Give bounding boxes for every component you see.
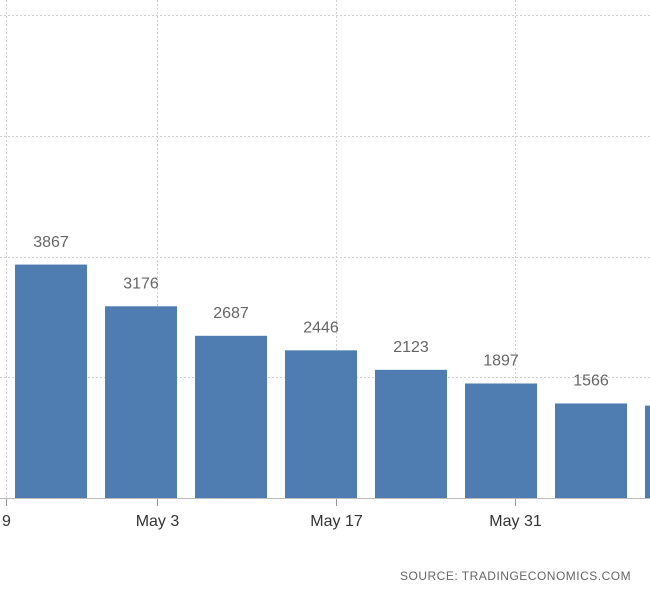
value-label: 2687 bbox=[213, 305, 249, 322]
bar bbox=[645, 405, 650, 498]
bar bbox=[285, 350, 357, 498]
bar bbox=[105, 306, 177, 498]
x-tick-label: May 31 bbox=[489, 513, 542, 530]
value-label: 1897 bbox=[483, 353, 519, 370]
value-label: 1566 bbox=[573, 373, 609, 390]
bar bbox=[195, 335, 267, 498]
value-label: 2446 bbox=[303, 320, 339, 337]
bar bbox=[555, 403, 627, 498]
value-label: 3176 bbox=[123, 276, 159, 293]
value-label: 2123 bbox=[393, 339, 429, 356]
x-tick-label: 9 bbox=[2, 513, 11, 530]
bar bbox=[15, 264, 87, 498]
bar bbox=[375, 369, 447, 498]
x-tick-label: May 17 bbox=[310, 513, 363, 530]
x-tick-label: May 3 bbox=[136, 513, 180, 530]
source-note: SOURCE: TRADINGECONOMICS.COM bbox=[400, 569, 631, 583]
bar bbox=[465, 383, 537, 498]
value-label: 3867 bbox=[33, 234, 69, 251]
